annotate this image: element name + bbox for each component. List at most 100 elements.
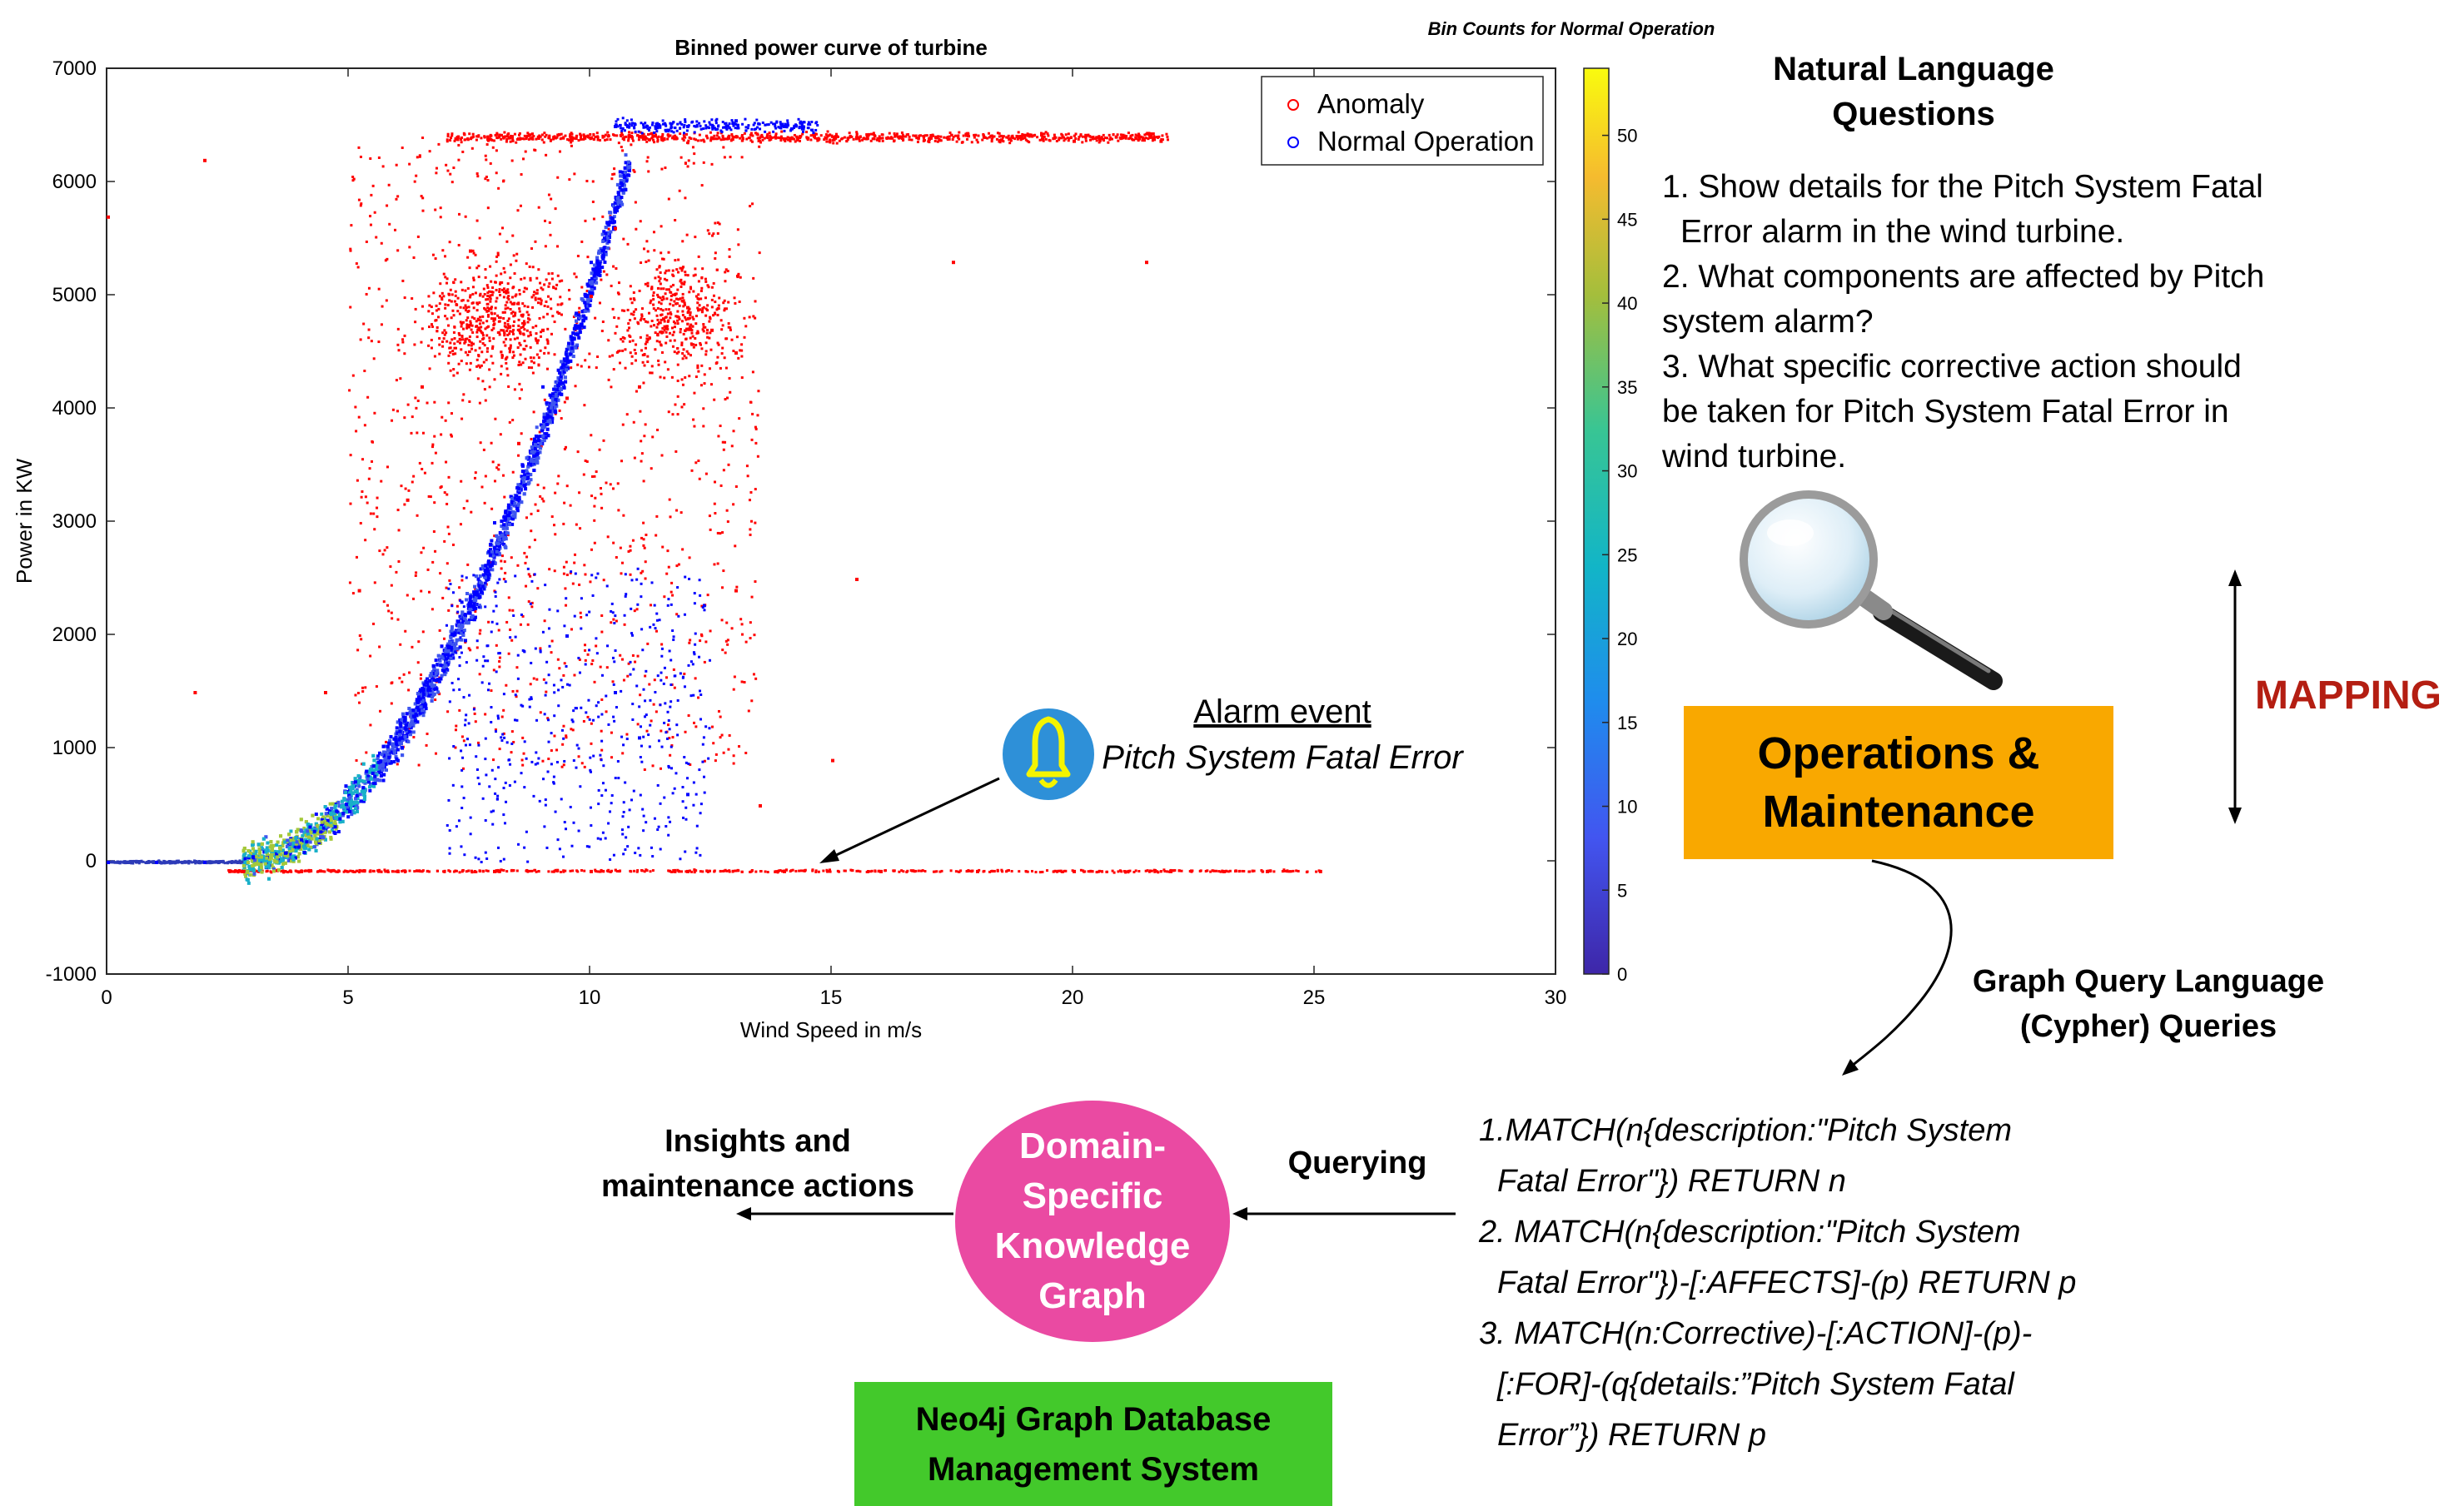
- anomaly-point: [455, 604, 459, 608]
- anomaly-point: [677, 350, 680, 354]
- anomaly-point: [691, 146, 694, 149]
- anomaly-point: [443, 329, 446, 332]
- anomaly-point: [565, 736, 568, 739]
- anomaly-point: [740, 376, 744, 380]
- anomaly-point: [938, 870, 942, 873]
- anomaly-point: [434, 451, 437, 455]
- anomaly-point: [1098, 141, 1101, 144]
- anomaly-point: [1134, 136, 1137, 139]
- anomaly-point: [619, 361, 622, 365]
- anomaly-point: [361, 490, 364, 494]
- anomaly-point: [463, 341, 466, 345]
- anomaly-point: [439, 206, 442, 210]
- anomaly-point: [718, 296, 721, 300]
- anomaly-point: [610, 756, 614, 759]
- tick-layer: 0 5 10 15 20 25 30-100001000200030004000500060…: [46, 57, 1567, 1009]
- anomaly-point: [512, 354, 515, 357]
- anomaly-point: [932, 134, 935, 137]
- anomaly-point: [582, 133, 585, 137]
- anomaly-point: [733, 136, 736, 139]
- anomaly-point: [457, 158, 460, 162]
- anomaly-point: [720, 328, 724, 331]
- anomaly-point: [673, 137, 676, 141]
- anomaly-point: [485, 175, 488, 178]
- anomaly-point: [464, 350, 467, 354]
- anomaly-point: [817, 137, 820, 140]
- anomaly-point: [632, 291, 635, 294]
- anomaly-point: [918, 134, 921, 137]
- anomaly-point: [677, 870, 680, 873]
- anomaly-point: [460, 325, 463, 328]
- anomaly-point: [1166, 870, 1169, 873]
- anomaly-point: [449, 139, 452, 142]
- anomaly-point: [814, 134, 817, 137]
- anomaly-point: [427, 295, 431, 298]
- anomaly-point: [540, 335, 543, 338]
- anomaly-point: [870, 132, 874, 136]
- anomaly-point: [509, 137, 512, 140]
- anomaly-point: [987, 132, 990, 135]
- anomaly-point: [396, 509, 400, 512]
- anomaly-point: [485, 869, 488, 872]
- anomaly-point: [1215, 869, 1218, 872]
- anomaly-point: [670, 590, 673, 594]
- anomaly-point: [1251, 869, 1254, 872]
- anomaly-point: [495, 255, 499, 258]
- anomaly-point: [1024, 870, 1028, 873]
- anomaly-point: [386, 546, 389, 549]
- anomaly-point: [476, 317, 480, 321]
- anomaly-point: [660, 225, 663, 228]
- anomaly-point: [787, 138, 790, 142]
- anomaly-point: [562, 763, 565, 767]
- anomaly-point: [460, 480, 463, 483]
- anomaly-point: [754, 521, 757, 524]
- anomaly-point: [643, 768, 646, 771]
- anomaly-point: [699, 870, 702, 873]
- anomaly-point: [457, 331, 460, 335]
- anomaly-point: [631, 339, 635, 342]
- anomaly-point: [866, 137, 869, 141]
- anomaly-point: [790, 137, 794, 141]
- anomaly-point: [583, 134, 586, 137]
- anomaly-point: [569, 137, 572, 141]
- anomaly-point: [573, 172, 576, 176]
- anomaly-point: [559, 870, 562, 873]
- anomaly-point: [483, 501, 486, 504]
- anomaly-point: [716, 341, 719, 345]
- anomaly-point: [889, 136, 893, 139]
- anomaly-point: [236, 870, 239, 873]
- anomaly-point: [656, 428, 660, 431]
- anomaly-point: [502, 136, 505, 139]
- anomaly-point: [673, 300, 676, 303]
- anomaly-point: [655, 314, 659, 317]
- anomaly-point: [694, 461, 698, 465]
- anomaly-point: [442, 272, 446, 276]
- anomaly-point: [598, 870, 601, 873]
- anomaly-point: [1060, 870, 1063, 873]
- anomaly-point: [546, 305, 550, 308]
- anomaly-point: [390, 682, 393, 685]
- anomaly-point: [430, 323, 433, 326]
- anomaly-point: [447, 354, 450, 357]
- anomaly-point: [433, 400, 436, 404]
- anomaly-point: [571, 136, 575, 139]
- anomaly-point: [545, 133, 548, 137]
- anomaly-point: [750, 595, 754, 599]
- anomaly-point: [681, 313, 684, 316]
- anomaly-point: [740, 870, 744, 873]
- anomaly-point: [511, 311, 515, 314]
- anomaly-point: [774, 137, 778, 140]
- anomaly-point: [585, 460, 589, 463]
- anomaly-point: [367, 477, 371, 480]
- anomaly-point: [667, 288, 670, 291]
- anomaly-point: [1058, 869, 1062, 872]
- anomaly-point: [490, 689, 493, 693]
- anomaly-point: [460, 137, 463, 141]
- anomaly-point: [560, 417, 563, 420]
- anomaly-point: [690, 331, 694, 335]
- anomaly-point: [521, 302, 525, 306]
- anomaly-point: [732, 754, 735, 758]
- anomaly-point: [645, 869, 649, 872]
- anomaly-point: [712, 294, 715, 297]
- anomaly-point: [657, 296, 660, 299]
